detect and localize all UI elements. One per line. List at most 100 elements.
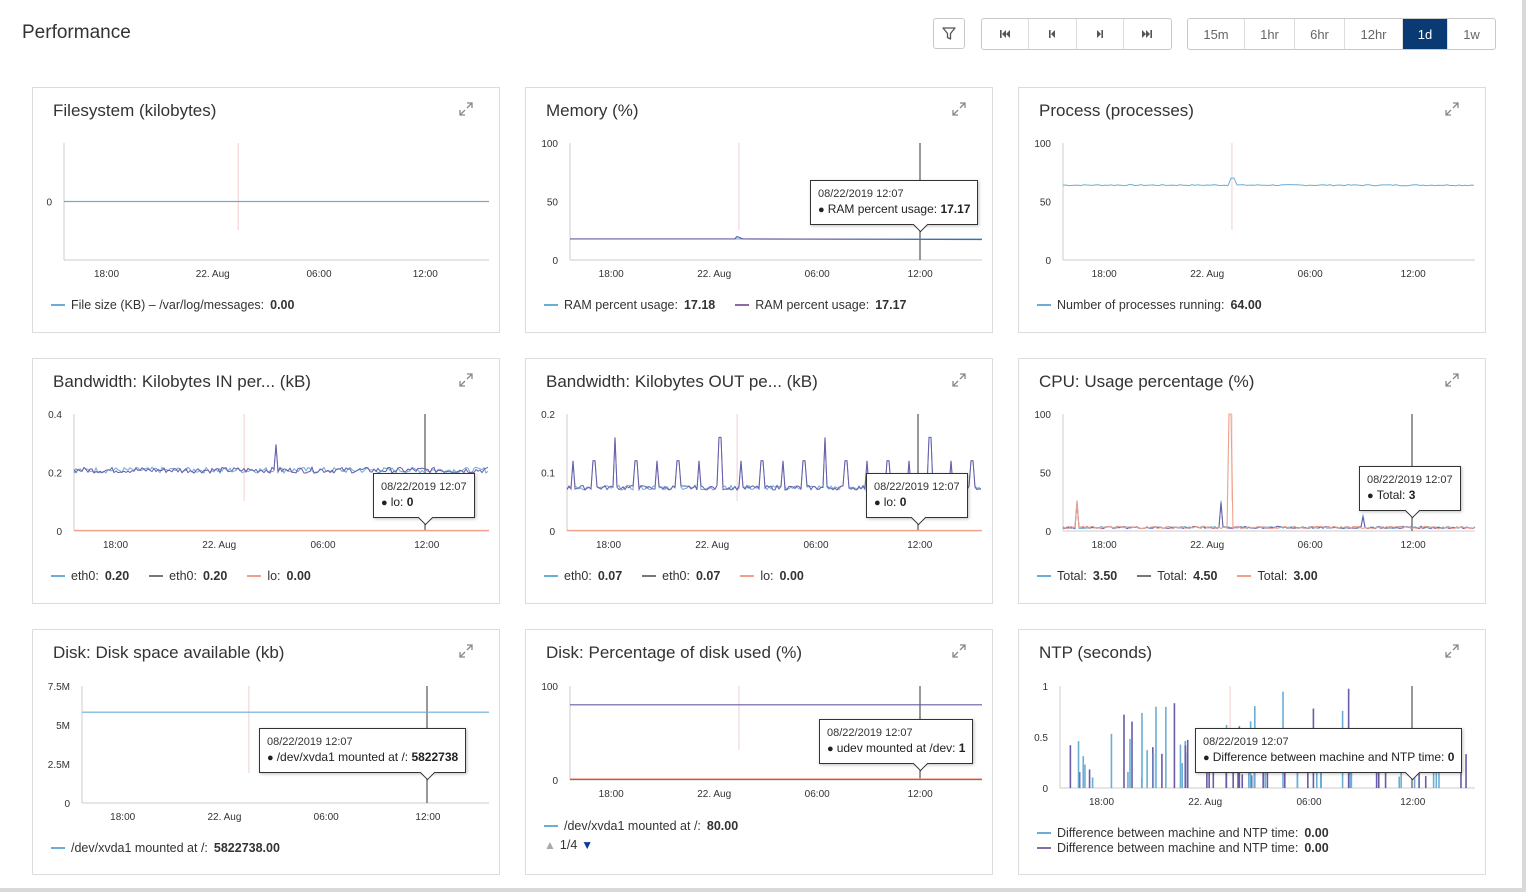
range-1d-button[interactable]: 1d	[1403, 19, 1448, 49]
range-12hr-button[interactable]: 12hr	[1345, 19, 1403, 49]
x-tick-label: 22. Aug	[695, 540, 729, 551]
legend-swatch	[740, 575, 755, 577]
tooltip-label: RAM percent usage:	[827, 202, 941, 216]
legend-swatch	[642, 575, 657, 577]
legend-value: 0.07	[597, 569, 623, 583]
x-tick-label: 18:00	[1089, 797, 1114, 808]
series-line	[1062, 413, 1476, 530]
legend-item[interactable]: Total: 4.50	[1137, 569, 1217, 583]
range-15m-button[interactable]: 15m	[1188, 19, 1245, 49]
x-tick-label: 18:00	[599, 269, 624, 280]
expand-icon[interactable]	[1445, 373, 1459, 387]
panel-memory: Memory (%) 100 50 0 18:00 22. Aug 06:00 12:00 …	[525, 87, 993, 333]
previous-page-button[interactable]	[1029, 19, 1077, 49]
legend-swatch	[544, 825, 558, 827]
legend-item[interactable]: /dev/xvda1 mounted at /: 80.00	[544, 819, 738, 833]
tooltip-label: Difference between machine and NTP time:	[1212, 750, 1448, 764]
panel-disk-available: Disk: Disk space available (kb) 7.5M 5M 2.…	[32, 629, 500, 875]
legend-swatch	[1037, 575, 1051, 577]
y-tick-label: 0	[1045, 256, 1051, 267]
bullet-icon: ●	[874, 497, 884, 509]
legend-item[interactable]: RAM percent usage: 17.17	[735, 298, 906, 312]
panel-process: Process (processes) 100 50 0 18:00 22. Aug 06…	[1018, 87, 1486, 333]
tooltip-label: Total:	[1376, 488, 1409, 502]
series-line	[1062, 177, 1475, 187]
tooltip-row: ● udev mounted at /dev: 1	[827, 741, 965, 757]
legend-swatch	[544, 304, 558, 306]
legend-value: 17.18	[683, 298, 716, 312]
tooltip-row: ● lo: 0	[874, 495, 960, 511]
legend-value: 0.00	[286, 569, 311, 583]
expand-icon[interactable]	[459, 373, 473, 387]
legend-item[interactable]: lo: 0.00	[740, 569, 804, 583]
expand-icon[interactable]	[1445, 102, 1459, 116]
range-1w-button[interactable]: 1w	[1463, 26, 1480, 42]
pager-down-icon[interactable]: ▼	[581, 838, 594, 852]
expand-icon[interactable]	[459, 102, 473, 116]
legend-item[interactable]: File size (KB) – /var/log/messages: 0.00	[51, 298, 294, 312]
x-tick-label: 18:00	[1092, 540, 1117, 551]
chart-tooltip: 08/22/2019 12:07 ● lo: 0	[373, 473, 475, 518]
legend-item[interactable]: eth0: 0.07	[544, 569, 622, 583]
x-tick-label: 12:00	[414, 540, 439, 551]
x-tick-label: 18:00	[599, 789, 624, 800]
chart-tooltip: 08/22/2019 12:07 ● Difference between mac…	[1195, 728, 1463, 773]
legend-item[interactable]: Number of processes running: 64.00	[1037, 298, 1262, 312]
legend-swatch	[1037, 832, 1051, 834]
tooltip-row: ● Total: 3	[1367, 488, 1453, 504]
y-tick-label: 100	[541, 682, 558, 693]
legend-item[interactable]: RAM percent usage: 17.18	[544, 298, 715, 312]
filter-button[interactable]	[933, 18, 965, 49]
panel-cpu: CPU: Usage percentage (%) 100 50 0 18:00 22.…	[1018, 358, 1486, 604]
tooltip-date: 08/22/2019 12:07	[874, 481, 960, 493]
x-tick-label: 12:00	[415, 812, 440, 823]
expand-icon[interactable]	[459, 644, 473, 658]
legend-label: eth0:	[564, 569, 592, 583]
legend-label: Total:	[1057, 569, 1087, 583]
y-tick-label: 0.4	[48, 410, 62, 421]
legend-item[interactable]: /dev/xvda1 mounted at /: 5822738.00	[51, 841, 280, 855]
chart-plot: 100 50 0 18:00 22. Aug 06:00 12:00	[541, 139, 983, 280]
tooltip-value: 3	[1408, 488, 1416, 502]
last-page-button[interactable]	[1124, 19, 1171, 49]
pager-up-icon[interactable]: ▲	[544, 838, 556, 852]
legend-item[interactable]: Difference between machine and NTP time:…	[1037, 841, 1329, 855]
chart-legend: /dev/xvda1 mounted at /: 80.00	[544, 819, 738, 833]
legend-swatch	[51, 847, 65, 849]
legend-item[interactable]: Total: 3.50	[1037, 569, 1117, 583]
tooltip-date: 08/22/2019 12:07	[818, 188, 904, 200]
x-tick-label: 12:00	[907, 540, 932, 551]
tooltip-row: ● lo: 0	[381, 495, 467, 511]
x-tick-label: 22. Aug	[202, 540, 236, 551]
x-tick-label: 22. Aug	[697, 269, 731, 280]
legend-item[interactable]: Total: 3.00	[1237, 569, 1318, 583]
tooltip-label: udev mounted at /dev:	[836, 741, 959, 755]
legend-item[interactable]: eth0: 0.07	[642, 569, 720, 583]
chart-legend: Difference between machine and NTP time:…	[1037, 826, 1329, 855]
expand-icon[interactable]	[1445, 644, 1459, 658]
legend-label: Total:	[1157, 569, 1188, 583]
next-page-button[interactable]	[1077, 19, 1124, 49]
range-1hr-button[interactable]: 1hr	[1245, 19, 1295, 49]
x-tick-label: 18:00	[1092, 269, 1117, 280]
first-page-icon	[1000, 30, 1011, 38]
expand-icon[interactable]	[952, 644, 966, 658]
chart-legend: eth0: 0.07 eth0: 0.07 lo: 0.00	[544, 569, 804, 583]
range-6hr-button[interactable]: 6hr	[1295, 19, 1345, 49]
legend-item[interactable]: Difference between machine and NTP time:…	[1037, 826, 1329, 840]
legend-item[interactable]: eth0: 0.20	[149, 569, 227, 583]
y-tick-label: 0	[56, 527, 62, 538]
x-tick-label: 22. Aug	[196, 269, 230, 280]
time-navigation	[981, 18, 1172, 50]
tooltip-label: lo:	[390, 495, 407, 509]
legend-item[interactable]: lo: 0.00	[247, 569, 311, 583]
legend-item[interactable]: eth0: 0.20	[51, 569, 129, 583]
y-tick-label: 0	[64, 799, 70, 810]
y-tick-label: 0.2	[541, 410, 555, 421]
legend-value: 0.00	[779, 569, 804, 583]
expand-icon[interactable]	[952, 102, 966, 116]
expand-icon[interactable]	[952, 373, 966, 387]
tooltip-value: 0	[899, 495, 907, 509]
panel-disk-percentage: Disk: Percentage of disk used (%) 100 0 18…	[525, 629, 993, 875]
first-page-button[interactable]	[982, 19, 1030, 49]
